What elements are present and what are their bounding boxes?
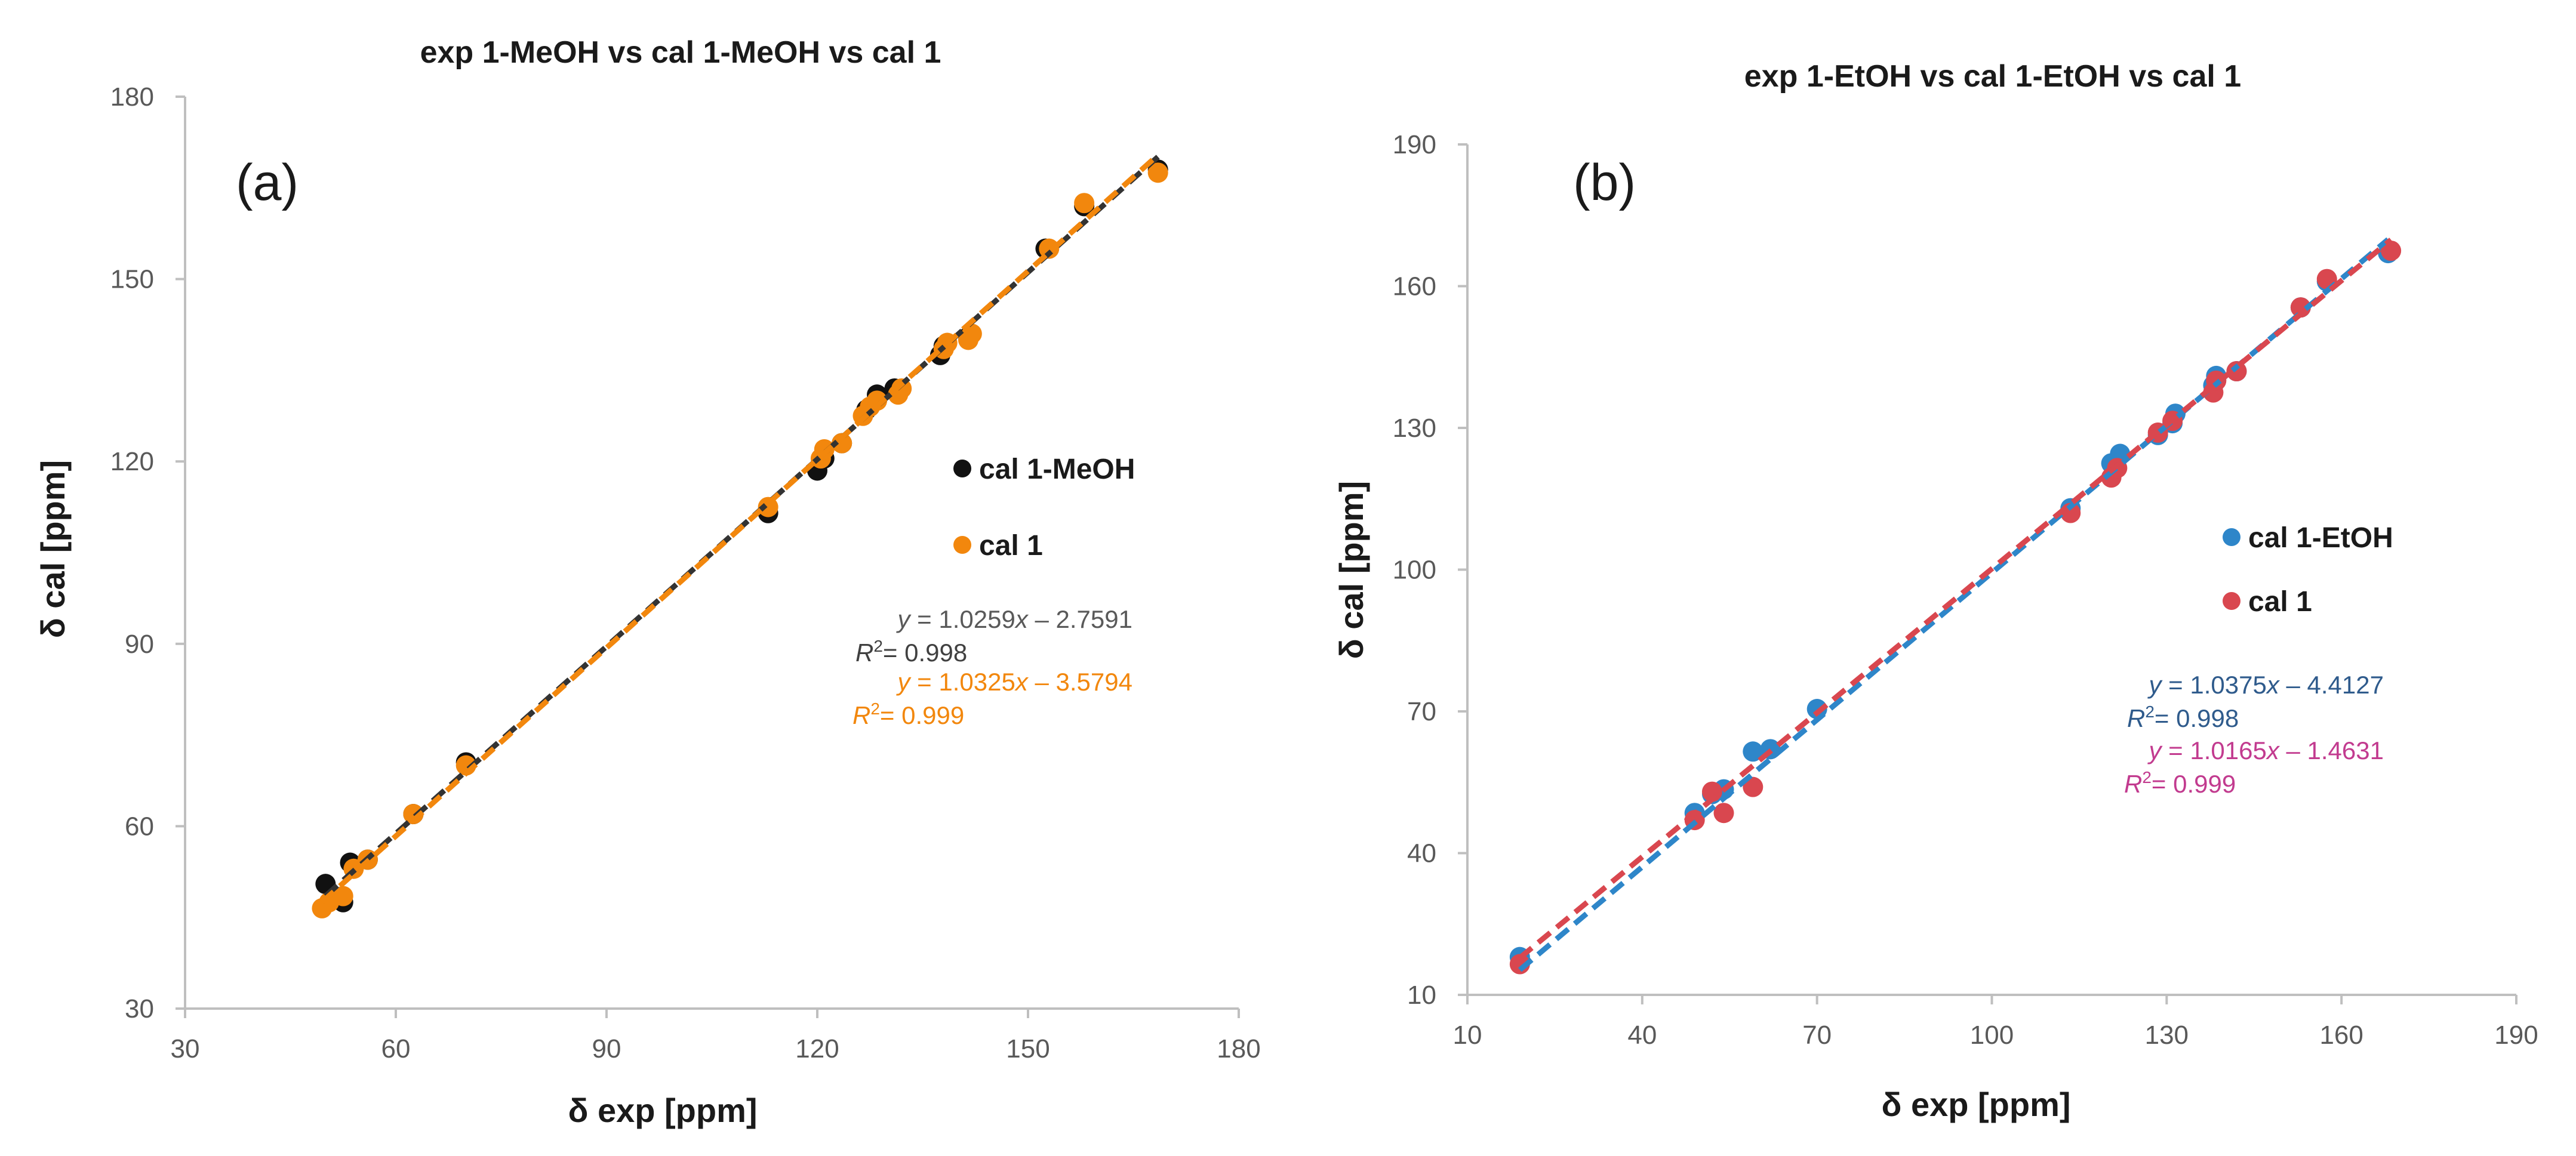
- chart-a-y-tick-label: 180: [110, 82, 154, 112]
- chart-b-equation-cal-1: y = 1.0165x – 1.4631: [2147, 736, 2384, 764]
- chart-b-equation-cal-1-ethanol: y = 1.0375x – 4.4127: [2147, 671, 2384, 699]
- chart-b-legend-item-cal-1: cal 1: [2223, 586, 2312, 618]
- chart-a-trendline-cal-1: [320, 153, 1160, 904]
- chart-a-x-tick-label: 180: [1217, 1034, 1260, 1063]
- chart-a-x-tick-label: 90: [592, 1034, 621, 1063]
- chart-a-x-ticks: 30 60 90 120 150 180: [171, 1009, 1261, 1063]
- chart-b-x-tick-label: 40: [1627, 1021, 1657, 1050]
- chart-b-legend-marker-cal-1-ethanol: [2223, 528, 2240, 546]
- chart-a-equation-cal-1: y = 1.0325x – 3.5794: [896, 668, 1133, 696]
- chart-b-y-axis-title: δ cal [ppm]: [1332, 481, 1370, 659]
- chart-a-point-cal-1: [832, 433, 852, 454]
- chart-b-x-tick-label: 10: [1453, 1021, 1482, 1050]
- chart-a: exp 1-MeOH vs cal 1-MeOH vs cal 1 (a) δ …: [34, 35, 1261, 1129]
- chart-a-panel-label: (a): [236, 154, 298, 211]
- chart-a-x-axis-title: δ exp [ppm]: [568, 1092, 757, 1129]
- chart-b-y-tick-label: 40: [1407, 839, 1436, 868]
- chart-b-y-tick-label: 130: [1393, 414, 1436, 443]
- chart-b-x-tick-label: 130: [2145, 1021, 2189, 1050]
- chart-a-y-tick-label: 150: [110, 265, 154, 294]
- chart-b-y-tick-label: 10: [1407, 981, 1436, 1010]
- chart-a-legend-marker-cal-1-methanol: [953, 460, 971, 477]
- chart-b-legend-label-cal-1: cal 1: [2248, 586, 2312, 618]
- chart-b-equations: y = 1.0375x – 4.4127 R2= 0.998 y = 1.016…: [2124, 671, 2384, 798]
- chart-b-title: exp 1-EtOH vs cal 1-EtOH vs cal 1: [1744, 59, 2241, 94]
- chart-b-y-ticks: 10 40 70 100 130 160 190: [1393, 130, 1467, 1010]
- chart-a-y-tick-label: 90: [125, 630, 154, 659]
- chart-a-point-cal-1: [1074, 193, 1095, 214]
- chart-b-x-tick-label: 160: [2319, 1021, 2363, 1050]
- chart-a-point-cal-1: [1147, 162, 1168, 183]
- chart-a-title: exp 1-MeOH vs cal 1-MeOH vs cal 1: [420, 35, 941, 70]
- chart-b-point-cal-1: [1509, 954, 1530, 975]
- chart-a-equation-cal-1-methanol: y = 1.0259x – 2.7591: [896, 605, 1133, 633]
- chart-b-panel-label: (b): [1573, 154, 1636, 211]
- chart-a-legend-item-cal-1-methanol: cal 1-MeOH: [953, 454, 1135, 485]
- chart-b-point-cal-1: [1713, 803, 1734, 824]
- chart-b-legend-marker-cal-1: [2223, 592, 2240, 610]
- chart-a-x-tick-label: 150: [1006, 1034, 1050, 1063]
- chart-a-y-ticks: 30 60 90 120 150 180: [110, 82, 185, 1024]
- chart-a-x-tick-label: 120: [795, 1034, 839, 1063]
- chart-b-trendline-cal-1: [1518, 238, 2393, 960]
- chart-a-legend-label-cal-1-methanol: cal 1-MeOH: [979, 454, 1135, 485]
- chart-b-point-cal-1: [1743, 776, 1764, 797]
- chart-a-point-cal-1: [333, 886, 353, 907]
- chart-b-y-tick-label: 100: [1393, 556, 1436, 585]
- chart-a-x-tick-label: 30: [171, 1034, 200, 1063]
- chart-a-trendlines: [320, 153, 1160, 904]
- chart-b-legend-label-cal-1-ethanol: cal 1-EtOH: [2248, 522, 2393, 554]
- chart-a-equations: y = 1.0259x – 2.7591 R2= 0.998 y = 1.032…: [852, 605, 1132, 729]
- chart-b-x-tick-label: 100: [1970, 1021, 2014, 1050]
- chart-b-x-tick-label: 70: [1802, 1021, 1832, 1050]
- chart-b-point-cal-1-ethanol: [1743, 741, 1764, 762]
- chart-b-point-cal-1: [1701, 781, 1722, 802]
- chart-a-y-tick-label: 120: [110, 447, 154, 476]
- chart-b-trendlines: [1518, 237, 2393, 972]
- chart-b-legend: cal 1-EtOH cal 1: [2223, 522, 2393, 618]
- chart-a-point-cal-1: [867, 390, 888, 411]
- chart-b-y-tick-label: 70: [1407, 697, 1436, 726]
- chart-b-y-tick-label: 160: [1393, 272, 1436, 301]
- chart-a-legend-item-cal-1: cal 1: [953, 530, 1043, 562]
- chart-a-x-tick-label: 60: [381, 1034, 411, 1063]
- chart-a-r2-cal-1-methanol: R2= 0.998: [855, 637, 967, 667]
- chart-a-legend-label-cal-1: cal 1: [979, 530, 1043, 562]
- chart-b-r2-cal-1-ethanol: R2= 0.998: [2127, 702, 2239, 732]
- chart-a-y-tick-label: 60: [125, 812, 154, 841]
- chart-b-x-tick-label: 190: [2494, 1021, 2538, 1050]
- chart-b-legend-item-cal-1-ethanol: cal 1-EtOH: [2223, 522, 2393, 554]
- chart-a-legend: cal 1-MeOH cal 1: [953, 454, 1135, 562]
- chart-b-y-tick-label: 190: [1393, 130, 1436, 159]
- chart-b-r2-cal-1: R2= 0.999: [2124, 768, 2236, 798]
- chart-b-x-ticks: 10 40 70 100 130 160 190: [1453, 995, 2538, 1050]
- chart-b-x-axis-title: δ exp [ppm]: [1881, 1086, 2070, 1123]
- chart-a-y-axis-title: δ cal [ppm]: [34, 460, 72, 638]
- chart-a-y-tick-label: 30: [125, 994, 154, 1024]
- chart-b: exp 1-EtOH vs cal 1-EtOH vs cal 1 (b) δ …: [1332, 59, 2538, 1123]
- chart-a-legend-marker-cal-1: [953, 536, 971, 554]
- chart-a-r2-cal-1: R2= 0.999: [852, 699, 964, 729]
- chart-b-point-cal-1: [2381, 241, 2402, 261]
